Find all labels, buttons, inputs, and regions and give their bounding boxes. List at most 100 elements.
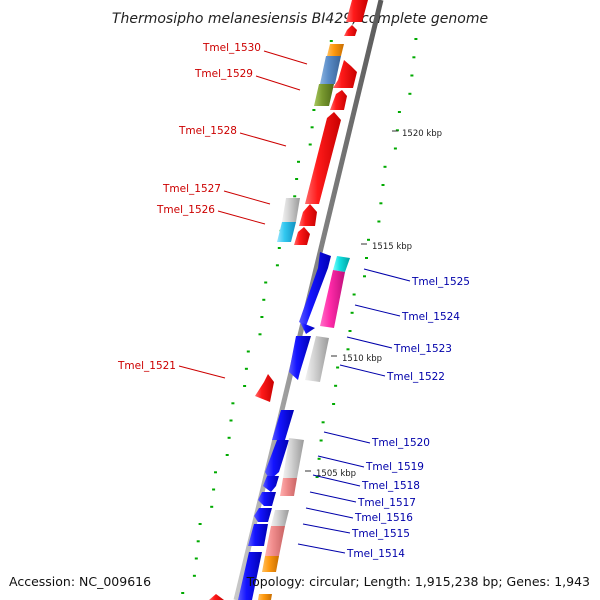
forward-annotation-boxes [277,44,344,242]
label-tmel-1514: Tmel_1514 [346,548,405,560]
box-magenta-1524 [320,270,345,328]
position-ticks: 1520 kbp 1515 kbp 1510 kbp 1505 kbp [305,129,442,479]
gene-tmel-1525 [299,252,331,326]
gene-tmel-1520 [272,410,294,440]
track-dot [315,476,319,478]
track-dot [227,436,231,439]
track-dot [363,275,366,278]
track-dot [258,333,262,336]
label-tmel-1522: Tmel_1522 [386,371,445,383]
track-dot [181,592,185,594]
track-dot [381,184,385,186]
leader-line [317,455,365,468]
gene-tmel-1514 [238,552,262,600]
box-orange-1514 [262,556,279,572]
label-tmel-1526: Tmel_1526 [156,204,215,216]
leader-line [305,507,354,519]
track-dot [308,143,312,146]
leader-line [309,491,357,503]
reverse-annotation-boxes [258,256,350,600]
accession-label: Accession: NC_009616 [9,574,151,589]
track-dot [312,109,316,111]
track-dot [365,257,368,259]
label-tmel-1517: Tmel_1517 [357,497,416,509]
box-gray-1527 [282,198,300,222]
forward-gene-labels: Tmel_1530 Tmel_1529 Tmel_1528 Tmel_1527 … [117,42,308,379]
track-dot [395,129,399,132]
track-dot [310,126,314,129]
track-dot [275,264,279,267]
label-tmel-1520: Tmel_1520 [371,437,430,449]
leader-line [263,50,308,65]
track-dot [225,454,229,456]
leader-line [312,474,361,487]
reverse-strand-genes [238,252,331,600]
leader-line [354,304,401,317]
box-pink-1515 [265,526,285,556]
forward-strand-genes [209,0,368,600]
leader-line [217,210,266,225]
track-dot [229,419,233,422]
gene-tmel-1528-part [330,90,347,110]
leader-line [323,431,371,444]
track-dot [264,281,268,284]
track-dot [260,316,264,318]
track-dot [192,574,196,577]
track-dot [277,247,281,249]
track-dot [346,348,350,351]
track-dot [262,298,266,301]
track-dot [243,385,247,387]
track-dot [377,220,381,223]
track-dot [293,195,297,198]
tick-label-1520: 1520 kbp [402,129,442,139]
track-dot [408,92,412,95]
gene-tmel-1517 [258,492,276,506]
track-dot [393,147,397,150]
leader-line [363,268,411,282]
label-tmel-1530: Tmel_1530 [202,42,261,54]
gene-tmel-1528 [305,112,341,204]
box-pink-1518 [280,478,297,496]
track-dot [367,238,370,241]
gene-tmel-1518 [263,476,279,492]
track-dot [297,160,300,163]
gene-tmel-1519 [265,440,289,480]
track-dot [198,523,202,525]
reverse-gene-labels: Tmel_1525 Tmel_1524 Tmel_1523 Tmel_1522 … [297,268,470,560]
gene-forward [346,0,368,22]
label-tmel-1519: Tmel_1519 [365,461,424,473]
track-dot [194,557,198,560]
track-dot [244,367,248,370]
gene-tmel-1515 [248,524,268,546]
track-dot [334,384,338,387]
track-dot [397,111,401,113]
gene-tmel-1516 [254,508,272,522]
box-olive [314,84,334,106]
label-tmel-1525: Tmel_1525 [411,276,470,288]
track-dot [196,540,200,543]
gene-tmel-1524 [300,322,315,334]
gene-tmel-1521 [255,374,274,402]
box-sky-1526 [277,222,296,242]
label-tmel-1523: Tmel_1523 [393,343,452,355]
gene-tmel-1523 [289,336,311,380]
leader-line [339,364,386,377]
leader-line [239,132,287,147]
track-dot [414,38,418,40]
leader-line [178,365,226,379]
box-cyan-1525 [333,256,350,272]
track-dot [321,421,325,424]
box-orange [327,44,344,56]
track-dot [348,330,352,332]
track-dot [379,202,383,205]
track-dot [210,505,214,508]
label-tmel-1529: Tmel_1529 [194,68,253,80]
leader-line [223,190,271,205]
box-orange-bottom [258,594,272,600]
gc-skew-track-outer [315,38,418,478]
gene-tmel-1530 [344,25,357,36]
track-dot [383,165,387,168]
gene-tmel-1527 [299,204,317,226]
label-tmel-1516: Tmel_1516 [354,512,413,524]
